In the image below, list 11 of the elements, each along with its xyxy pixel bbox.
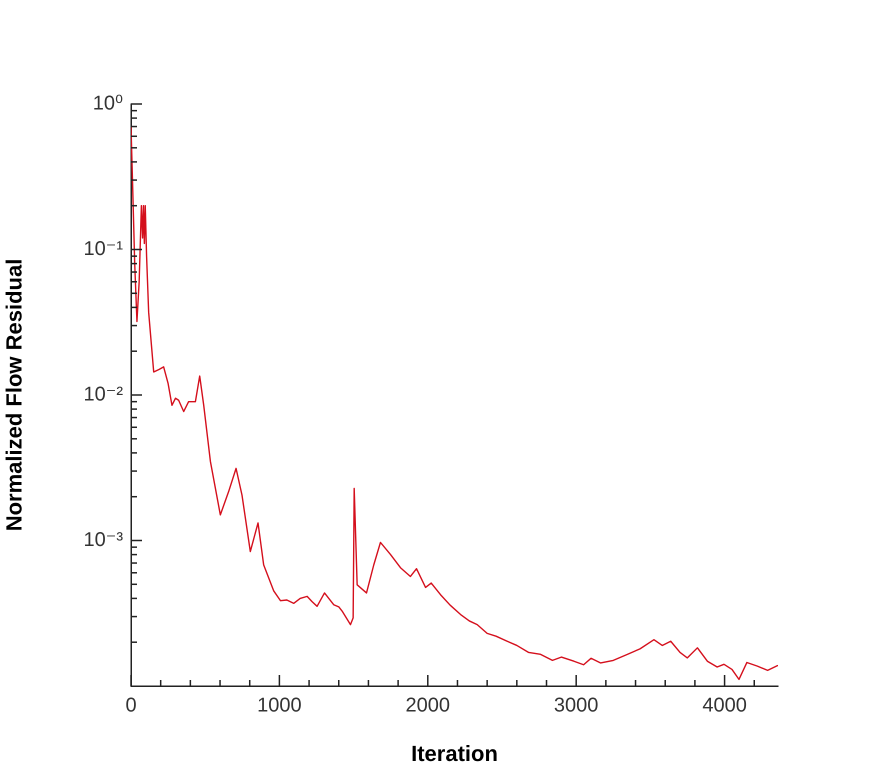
x-tick-label: 3000 [554, 694, 598, 717]
y-tick-label: 10⁻³ [84, 529, 124, 552]
x-tick-label: 2000 [406, 694, 450, 717]
x-axis-title: Iteration [411, 740, 498, 766]
x-tick-label: 4000 [702, 694, 747, 717]
y-tick-label: 10⁻² [84, 384, 124, 406]
y-axis-title: Normalized Flow Residual [1, 258, 26, 532]
x-tick-label: 1000 [257, 694, 302, 717]
y-tick-label: 10⁰ [92, 92, 123, 115]
y-tick-label: 10⁻¹ [84, 238, 124, 260]
x-tick-label: 0 [125, 694, 137, 717]
